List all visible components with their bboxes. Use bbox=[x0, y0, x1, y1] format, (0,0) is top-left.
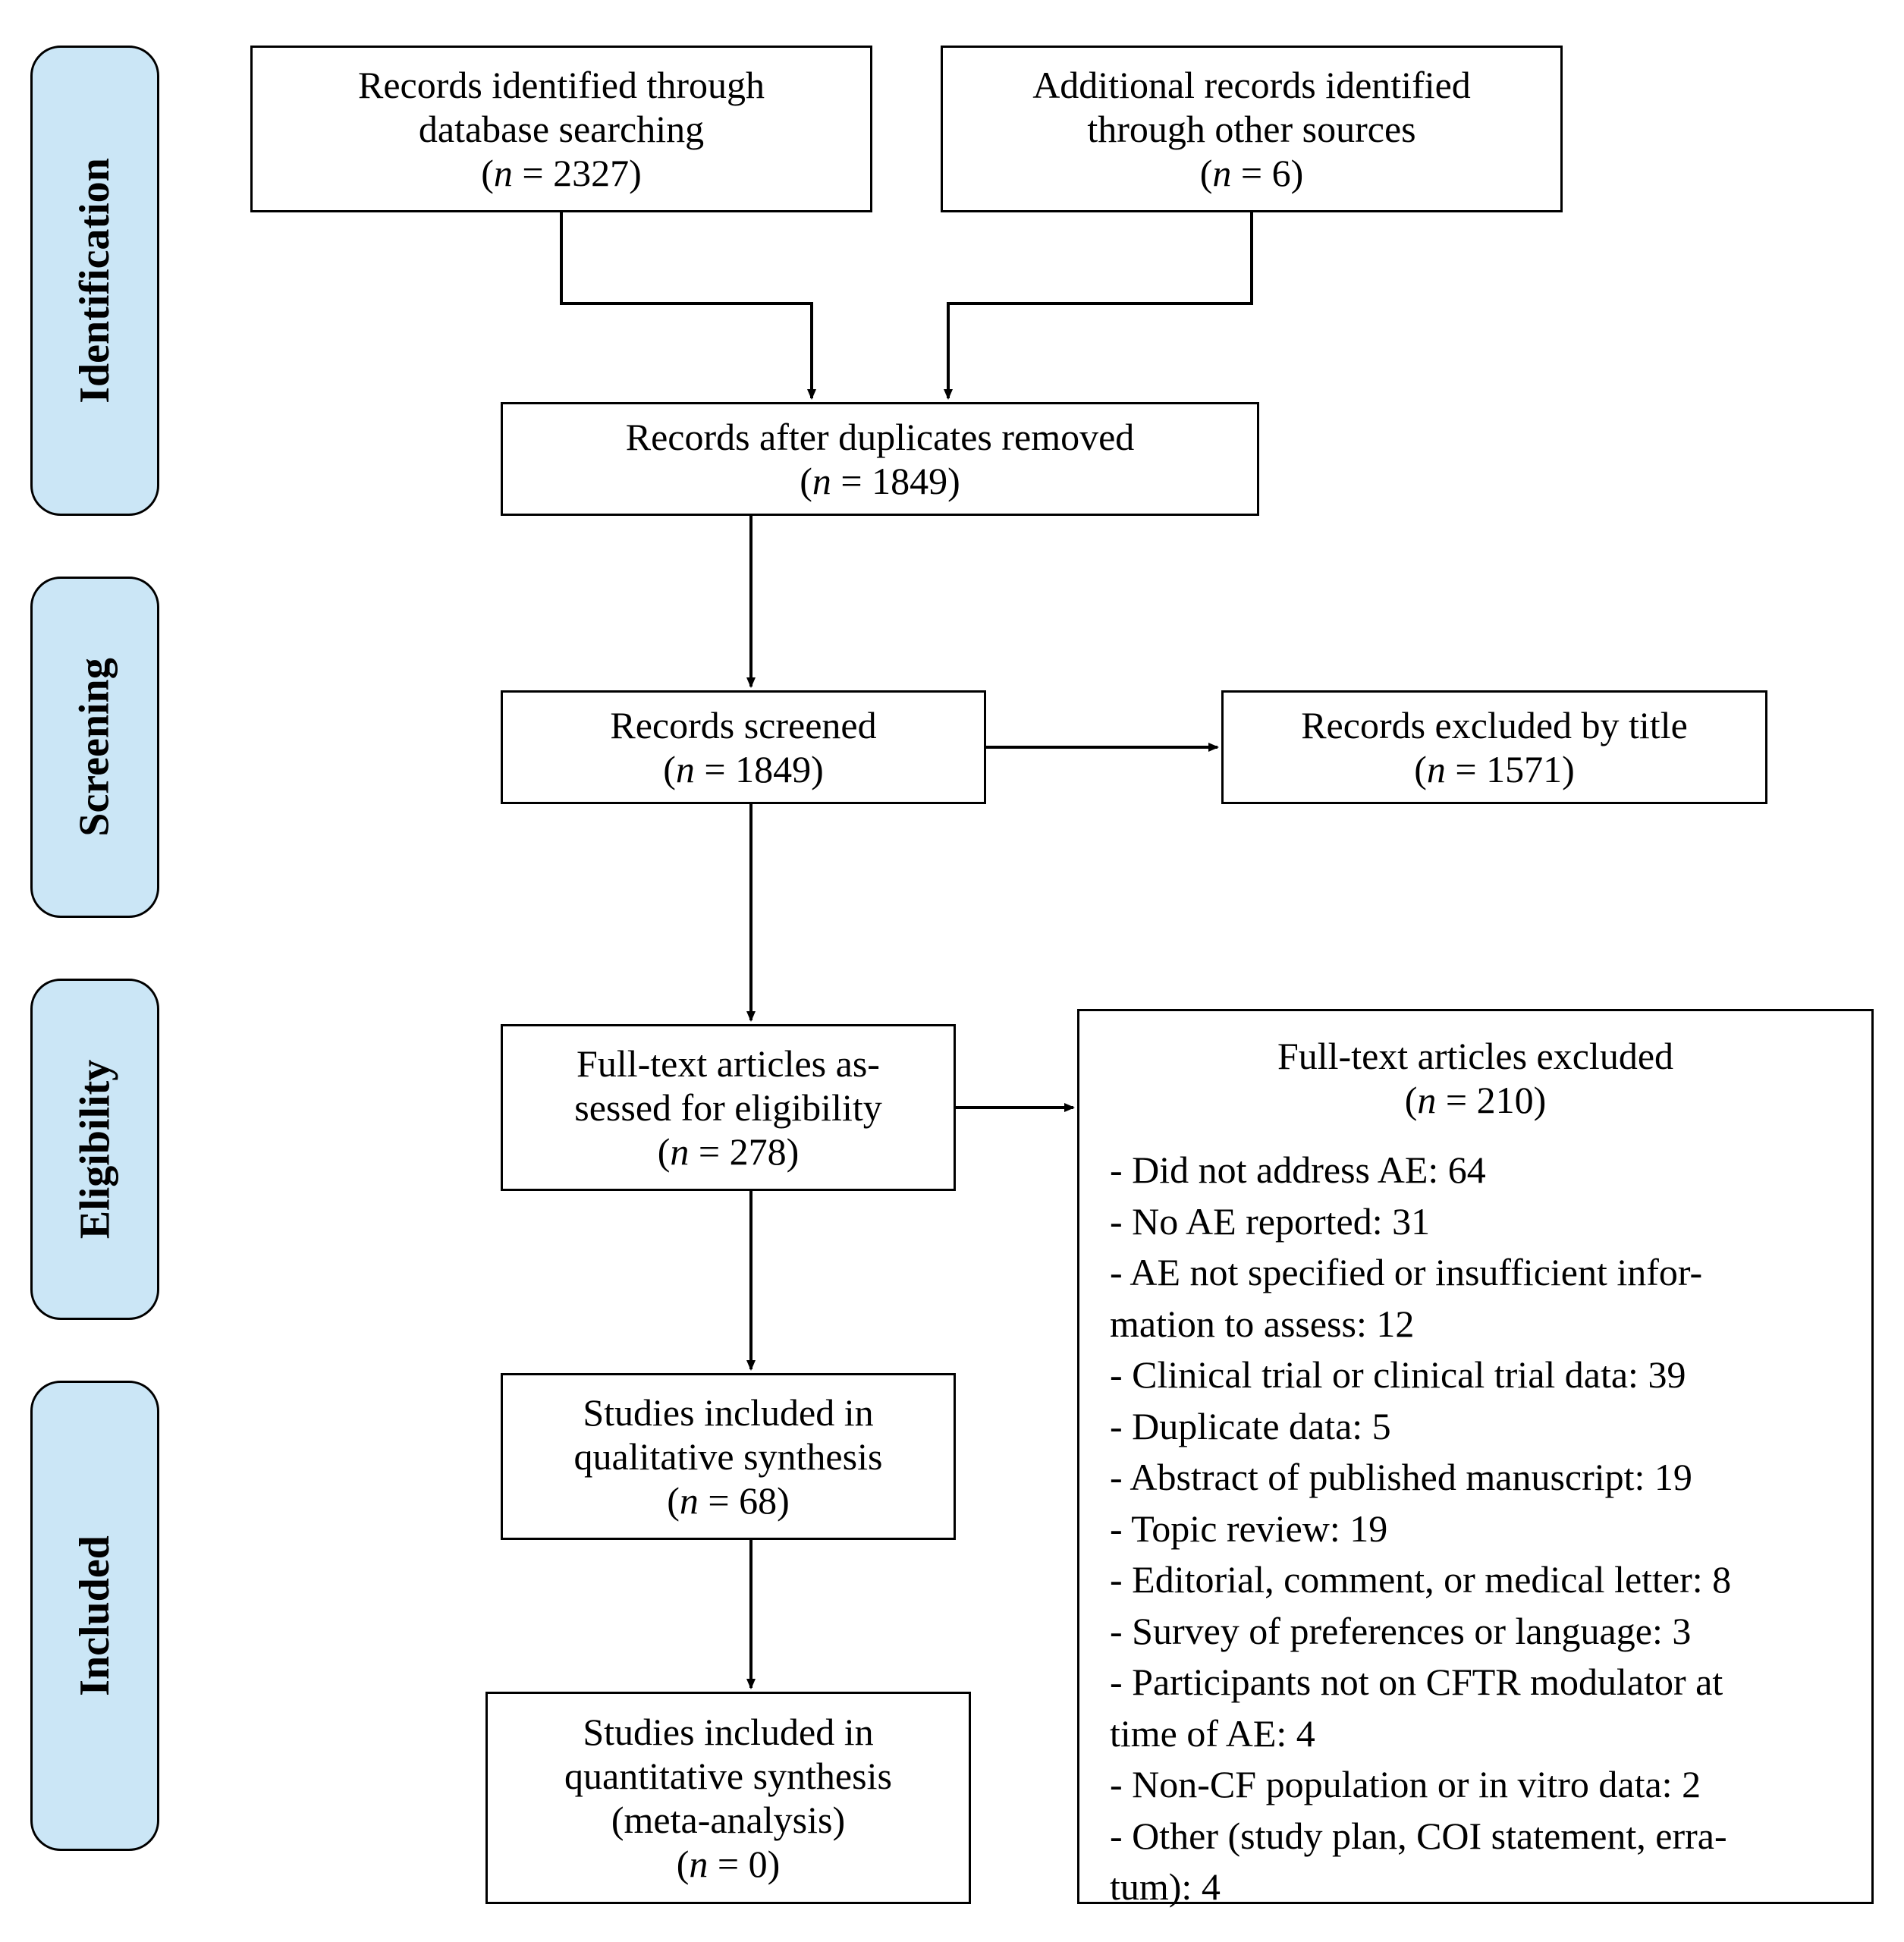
exclusion-reason: - Did not address AE: 64 bbox=[1110, 1145, 1841, 1196]
box-exclfull-n: (n = 210) bbox=[1110, 1078, 1841, 1122]
stage-identification-label: Identification bbox=[71, 158, 119, 404]
box-other-n: (n = 6) bbox=[1200, 151, 1304, 195]
box-screened-line1: Records screened bbox=[610, 703, 876, 747]
exclusion-reason: - Survey of preferences or language: 3 bbox=[1110, 1606, 1841, 1658]
box-qual-line1: Studies included in bbox=[583, 1391, 873, 1435]
exclusion-reason: - No AE reported: 31 bbox=[1110, 1196, 1841, 1248]
box-dedup-line1: Records after duplicates removed bbox=[626, 415, 1135, 459]
stage-included-label: Included bbox=[71, 1535, 119, 1696]
box-screened: Records screened (n = 1849) bbox=[501, 690, 986, 804]
box-screened-n: (n = 1849) bbox=[663, 747, 824, 791]
exclusion-reason: - Topic review: 19 bbox=[1110, 1504, 1841, 1555]
box-fulltext-line2: sessed for eligibility bbox=[574, 1086, 882, 1130]
exclusion-reason: - AE not specified or insufficient infor… bbox=[1110, 1247, 1841, 1299]
stage-identification: Identification bbox=[30, 46, 159, 516]
exclusion-reason: - Participants not on CFTR modulator at bbox=[1110, 1657, 1841, 1708]
box-other-line1: Additional records identified bbox=[1032, 63, 1471, 107]
box-quant-line2: quantitative synthesis bbox=[564, 1754, 892, 1798]
exclusion-reason: - Editorial, comment, or medical letter:… bbox=[1110, 1554, 1841, 1606]
box-exclfull-title: Full-text articles excluded bbox=[1110, 1034, 1841, 1078]
exclusion-reason: time of AE: 4 bbox=[1110, 1708, 1841, 1760]
box-qual-n: (n = 68) bbox=[667, 1478, 790, 1522]
stage-screening: Screening bbox=[30, 577, 159, 918]
exclusion-reason: mation to assess: 12 bbox=[1110, 1299, 1841, 1350]
box-quant-line1: Studies included in bbox=[583, 1710, 873, 1754]
box-db-line2: database searching bbox=[419, 107, 704, 151]
stage-screening-label: Screening bbox=[71, 658, 119, 836]
box-other-sources: Additional records identified through ot… bbox=[941, 46, 1563, 212]
box-excl-title-line1: Records excluded by title bbox=[1301, 703, 1688, 747]
exclusion-reason: - Clinical trial or clinical trial data:… bbox=[1110, 1350, 1841, 1401]
box-qual-line2: qualitative synthesis bbox=[574, 1435, 883, 1478]
stage-eligibility-label: Eligibility bbox=[71, 1060, 119, 1240]
exclusion-reasons-list: - Did not address AE: 64- No AE reported… bbox=[1110, 1145, 1841, 1913]
box-fulltext-line1: Full-text articles as- bbox=[577, 1042, 880, 1086]
box-quant-line3: (meta-analysis) bbox=[611, 1798, 845, 1842]
box-other-line2: through other sources bbox=[1087, 107, 1415, 151]
exclusion-reason: tum): 4 bbox=[1110, 1862, 1841, 1913]
box-db-n: (n = 2327) bbox=[481, 151, 642, 195]
box-fulltext: Full-text articles as- sessed for eligib… bbox=[501, 1024, 956, 1191]
exclusion-reason: - Duplicate data: 5 bbox=[1110, 1401, 1841, 1453]
box-qualitative: Studies included in qualitative synthesi… bbox=[501, 1373, 956, 1540]
stage-eligibility: Eligibility bbox=[30, 979, 159, 1320]
box-excluded-fulltext: Full-text articles excluded (n = 210) - … bbox=[1077, 1009, 1874, 1904]
flow-arrow bbox=[561, 212, 812, 398]
stage-included: Included bbox=[30, 1381, 159, 1851]
box-quant-n: (n = 0) bbox=[677, 1842, 781, 1886]
box-db-search: Records identified through database sear… bbox=[250, 46, 872, 212]
box-dedup: Records after duplicates removed (n = 18… bbox=[501, 402, 1259, 516]
exclusion-reason: - Other (study plan, COI statement, erra… bbox=[1110, 1811, 1841, 1862]
flow-arrow bbox=[948, 212, 1252, 398]
exclusion-reason: - Abstract of published manuscript: 19 bbox=[1110, 1452, 1841, 1504]
box-dedup-n: (n = 1849) bbox=[800, 459, 960, 503]
box-fulltext-n: (n = 278) bbox=[658, 1130, 800, 1174]
box-excluded-title: Records excluded by title (n = 1571) bbox=[1221, 690, 1767, 804]
box-excl-title-n: (n = 1571) bbox=[1414, 747, 1575, 791]
box-db-line1: Records identified through bbox=[358, 63, 765, 107]
box-quantitative: Studies included in quantitative synthes… bbox=[485, 1692, 971, 1904]
exclusion-reason: - Non-CF population or in vitro data: 2 bbox=[1110, 1759, 1841, 1811]
